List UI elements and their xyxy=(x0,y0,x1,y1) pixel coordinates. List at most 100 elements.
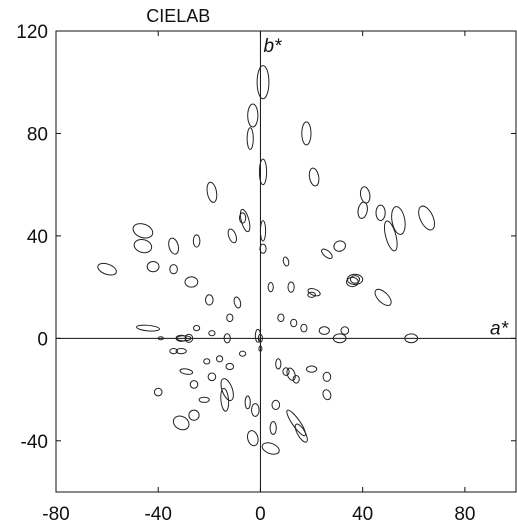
color-ellipse xyxy=(301,121,312,146)
color-ellipse xyxy=(258,345,263,352)
color-ellipse xyxy=(277,313,285,323)
color-ellipse xyxy=(271,399,281,410)
color-ellipse xyxy=(391,206,406,235)
color-ellipse xyxy=(321,248,333,260)
color-ellipse xyxy=(282,256,290,267)
color-ellipse xyxy=(203,358,211,365)
color-ellipse xyxy=(294,423,308,443)
color-ellipse xyxy=(261,442,280,455)
color-ellipse xyxy=(333,240,347,252)
color-ellipse xyxy=(239,350,247,357)
color-ellipse xyxy=(318,326,330,335)
color-ellipse xyxy=(300,323,308,333)
color-ellipse xyxy=(332,333,347,344)
color-ellipse xyxy=(133,239,153,254)
color-ellipse xyxy=(404,333,419,344)
color-ellipse xyxy=(307,291,316,298)
color-ellipse xyxy=(359,186,371,204)
color-ellipse xyxy=(340,326,350,335)
x-tick-label: 80 xyxy=(454,504,475,525)
color-ellipse xyxy=(208,330,216,337)
color-ellipse xyxy=(247,103,259,128)
color-ellipse xyxy=(175,334,187,342)
color-ellipse xyxy=(223,333,231,344)
chart-title: CIELAB xyxy=(146,6,210,26)
color-ellipse xyxy=(246,430,259,447)
color-ellipse xyxy=(169,348,178,355)
color-ellipse xyxy=(192,234,201,248)
b-axis-label: b* xyxy=(263,36,282,57)
color-ellipse xyxy=(246,127,254,150)
y-tick-label: 0 xyxy=(37,329,48,350)
color-ellipse xyxy=(207,372,217,382)
color-ellipse xyxy=(168,237,180,255)
x-tick-label: -80 xyxy=(42,504,69,525)
color-ellipse xyxy=(254,328,261,343)
color-ellipse xyxy=(233,296,242,309)
color-ellipse xyxy=(188,409,200,421)
color-ellipse xyxy=(383,220,398,252)
color-ellipse xyxy=(132,223,154,239)
color-ellipse xyxy=(256,65,270,100)
color-ellipse xyxy=(227,228,237,244)
color-ellipse xyxy=(308,167,320,187)
color-ellipse xyxy=(269,421,277,435)
color-ellipse xyxy=(374,288,392,306)
color-ellipse xyxy=(153,387,163,397)
color-ellipse xyxy=(179,368,194,375)
color-ellipse xyxy=(349,275,361,284)
x-tick-label: 40 xyxy=(352,504,373,525)
color-ellipse xyxy=(220,387,230,412)
color-ellipse xyxy=(136,324,160,332)
color-ellipse xyxy=(172,415,190,431)
color-ellipse xyxy=(322,371,332,382)
color-ellipse xyxy=(97,262,117,276)
x-tick-label: 0 xyxy=(255,504,266,525)
color-ellipse xyxy=(290,318,298,328)
color-ellipse xyxy=(258,158,268,186)
color-ellipse xyxy=(189,380,199,389)
color-ellipse xyxy=(193,325,201,332)
plot-frame xyxy=(55,30,517,493)
color-ellipse xyxy=(206,181,218,203)
color-ellipse xyxy=(175,348,187,355)
color-ellipse xyxy=(275,358,282,370)
y-tick-label: -40 xyxy=(21,432,48,453)
a-axis-label: a* xyxy=(490,318,509,339)
color-ellipse xyxy=(239,208,251,233)
color-ellipse xyxy=(292,375,300,384)
color-ellipse xyxy=(259,243,267,254)
color-ellipse xyxy=(198,396,210,403)
color-ellipse xyxy=(216,355,224,363)
x-tick-label: -40 xyxy=(144,504,171,525)
color-ellipse xyxy=(306,365,318,373)
color-ellipse xyxy=(286,367,296,381)
color-ellipse xyxy=(169,264,178,275)
color-ellipse xyxy=(239,212,247,224)
color-ellipse xyxy=(176,335,192,342)
y-tick-label: 80 xyxy=(27,124,48,145)
color-ellipse xyxy=(257,333,263,343)
color-ellipse xyxy=(146,261,160,273)
color-ellipse xyxy=(322,389,332,401)
y-tick-label: 120 xyxy=(16,22,48,43)
color-ellipse xyxy=(225,362,235,371)
color-ellipse xyxy=(307,288,321,297)
color-ellipse xyxy=(184,276,199,288)
color-ellipse xyxy=(357,201,368,219)
color-ellipse xyxy=(226,313,234,323)
color-ellipse xyxy=(244,395,251,410)
color-ellipse xyxy=(287,281,295,293)
color-ellipse xyxy=(286,409,307,437)
color-ellipse xyxy=(282,367,290,376)
color-ellipse xyxy=(251,403,260,417)
y-tick-label: 40 xyxy=(27,227,48,248)
color-ellipse xyxy=(157,336,164,341)
color-ellipse xyxy=(259,220,267,242)
color-ellipse xyxy=(267,282,274,293)
color-ellipse xyxy=(220,378,234,402)
color-ellipse xyxy=(205,294,214,306)
color-ellipse xyxy=(184,333,194,343)
color-ellipse xyxy=(418,205,436,231)
